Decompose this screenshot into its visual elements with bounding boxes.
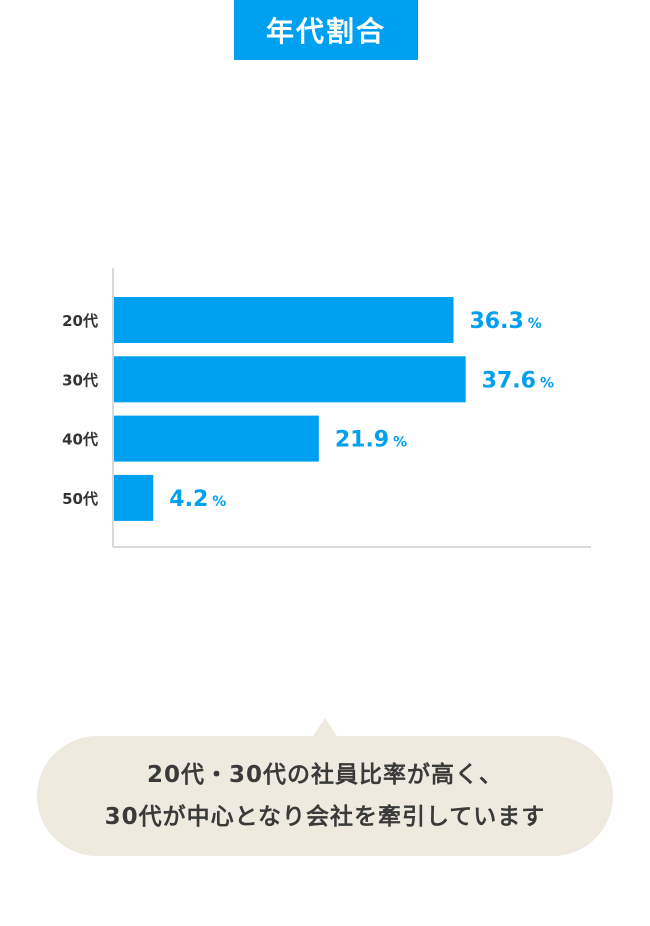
chart-title: 年代割合 bbox=[234, 0, 418, 60]
speech-bubble-pointer bbox=[313, 718, 337, 736]
value-label: 37.6% bbox=[482, 368, 554, 393]
category-label: 20代 bbox=[62, 312, 98, 330]
summary-speech-bubble: 20代・30代の社員比率が高く、 30代が中心となり会社を牽引しています bbox=[37, 736, 613, 856]
value-label: 36.3% bbox=[470, 309, 542, 334]
summary-line-1: 20代・30代の社員比率が高く、 bbox=[146, 762, 503, 788]
bar-20代 bbox=[114, 297, 454, 343]
bar-50代 bbox=[114, 474, 154, 521]
summary-line-2: 30代が中心となり会社を牽引しています bbox=[104, 804, 546, 830]
category-label: 30代 bbox=[62, 371, 98, 389]
category-label: 40代 bbox=[62, 431, 98, 449]
value-label: 21.9% bbox=[335, 428, 407, 453]
category-label: 50代 bbox=[62, 490, 98, 508]
age-ratio-bar-chart: 20代 36.3 % 30代 37.6 % 40代 21.9 % 50代 4.2% bbox=[62, 268, 591, 548]
bar-40代 bbox=[114, 415, 319, 462]
bar-30代 bbox=[114, 356, 466, 403]
value-label: 4.2% bbox=[169, 487, 226, 512]
